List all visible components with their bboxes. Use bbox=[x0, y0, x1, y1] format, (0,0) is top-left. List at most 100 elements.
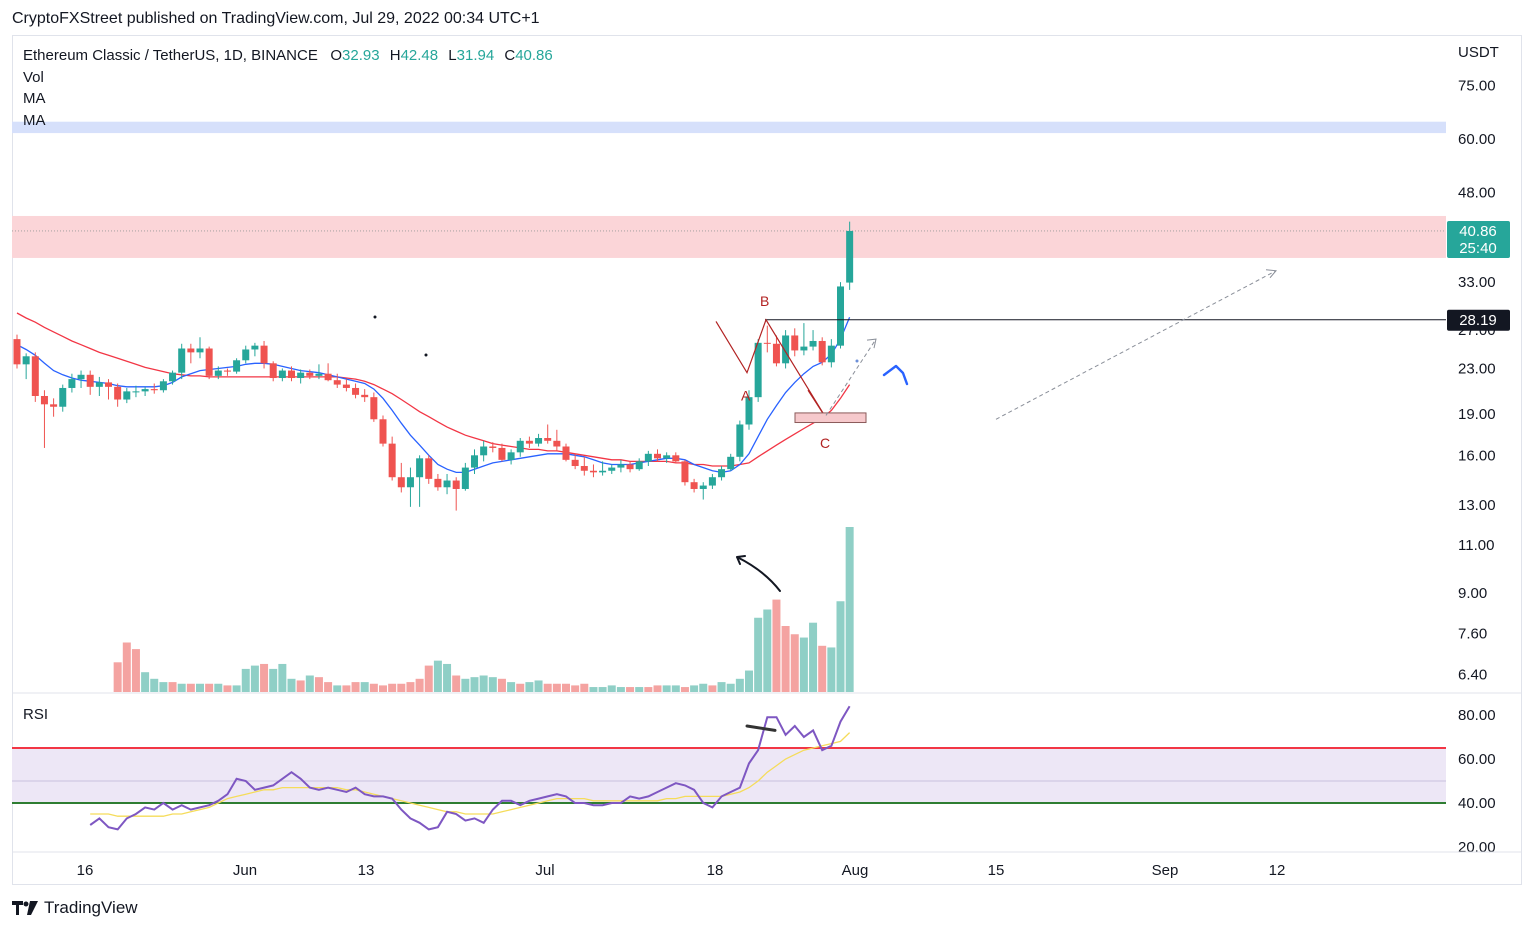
candle-body bbox=[571, 459, 579, 467]
candle-body bbox=[333, 380, 341, 385]
upper-supply-zone bbox=[12, 121, 1446, 134]
candle-body bbox=[260, 345, 268, 364]
candle-body bbox=[580, 466, 588, 471]
projection-long-arrow[interactable] bbox=[995, 270, 1277, 420]
candle-body bbox=[452, 480, 460, 489]
y-tick-label: 23.00 bbox=[1458, 360, 1496, 377]
volume-bar bbox=[543, 683, 552, 692]
candle-body bbox=[507, 452, 515, 460]
indicator-vol[interactable]: Vol bbox=[23, 68, 44, 86]
projection-short-arrow[interactable] bbox=[825, 338, 877, 416]
volume-bar bbox=[763, 609, 772, 692]
volume-bar bbox=[772, 599, 781, 692]
candle-body bbox=[672, 455, 680, 462]
candle-body bbox=[800, 346, 808, 351]
volume-bar bbox=[406, 682, 415, 692]
volume-bar bbox=[397, 683, 406, 692]
volume-bar bbox=[690, 685, 699, 692]
high-label: H bbox=[389, 47, 401, 64]
candle-body bbox=[77, 374, 85, 380]
tradingview-logo-icon bbox=[12, 901, 38, 915]
wave-label-b: B bbox=[760, 293, 769, 309]
rsi-tick-label: 80.00 bbox=[1458, 707, 1496, 724]
tradingview-footer[interactable]: TradingView bbox=[12, 898, 138, 918]
candle-body bbox=[663, 455, 671, 459]
volume-bar bbox=[415, 678, 424, 692]
candle-body bbox=[818, 340, 826, 363]
blue-caret-mark[interactable] bbox=[882, 364, 909, 386]
candle-body bbox=[827, 345, 835, 363]
abc-wave-path[interactable] bbox=[715, 318, 827, 419]
close-value: 40.86 bbox=[515, 47, 553, 64]
volume-bar bbox=[781, 626, 790, 692]
candle-body bbox=[562, 446, 570, 460]
x-tick-label: 13 bbox=[358, 862, 375, 879]
volume-bar bbox=[324, 682, 333, 692]
candle-body bbox=[86, 374, 94, 387]
candle-body bbox=[388, 443, 396, 478]
candle-body bbox=[635, 461, 643, 470]
candle-body bbox=[187, 348, 195, 353]
indicator-ma-slow[interactable]: MA bbox=[23, 111, 46, 129]
candle-body bbox=[489, 446, 497, 448]
open-value: 32.93 bbox=[342, 47, 380, 64]
volume-bar bbox=[708, 685, 717, 692]
volume-bar bbox=[113, 662, 122, 692]
volume-bar bbox=[433, 660, 442, 692]
candle-body bbox=[791, 335, 799, 351]
rsi-pane-label[interactable]: RSI bbox=[23, 706, 49, 723]
legend-symbol-row: Ethereum Classic / TetherUS, 1D, BINANCE… bbox=[23, 45, 559, 67]
volume-bar bbox=[488, 677, 497, 692]
close-label: C bbox=[504, 47, 516, 64]
candle-body bbox=[196, 348, 204, 353]
candle-body bbox=[681, 461, 689, 483]
bar-countdown: 25:40 bbox=[1459, 240, 1497, 257]
volume-bar bbox=[351, 682, 360, 692]
resistance-zone bbox=[12, 215, 1446, 258]
candle-body bbox=[342, 384, 350, 388]
volume-bar bbox=[424, 665, 433, 692]
volume-bar bbox=[671, 685, 680, 692]
hand-drawn-arrow[interactable] bbox=[736, 555, 781, 592]
candle-body bbox=[379, 419, 387, 444]
volume-bar bbox=[680, 687, 689, 692]
volume-bar bbox=[177, 683, 186, 692]
candle-body bbox=[141, 389, 149, 392]
volume-bar bbox=[159, 682, 168, 692]
volume-bar bbox=[360, 682, 369, 692]
y-tick-label: 19.00 bbox=[1458, 406, 1496, 423]
candle-body bbox=[699, 485, 707, 489]
candle-body bbox=[434, 478, 442, 488]
candle-body bbox=[251, 345, 259, 350]
candle-body bbox=[416, 458, 424, 478]
support-box[interactable] bbox=[794, 412, 867, 424]
ma-fast-line bbox=[16, 316, 851, 474]
y-tick-label: 6.40 bbox=[1458, 667, 1487, 684]
candle-body bbox=[40, 396, 48, 405]
volume-bar bbox=[333, 685, 342, 692]
rsi-divergence-line[interactable] bbox=[745, 724, 777, 732]
high-value: 42.48 bbox=[400, 47, 439, 64]
volume-bar bbox=[571, 685, 580, 692]
candle-body bbox=[837, 286, 844, 346]
volume-bar bbox=[269, 668, 278, 692]
volume-bar bbox=[470, 677, 479, 692]
volume-bar bbox=[662, 685, 671, 692]
indicator-ma-fast[interactable]: MA bbox=[23, 90, 46, 107]
volume-bar bbox=[287, 678, 296, 692]
volume-bar bbox=[534, 680, 543, 692]
candle-body bbox=[22, 356, 30, 365]
volume-bar bbox=[626, 687, 635, 692]
volume-bar bbox=[598, 687, 607, 692]
candle-body bbox=[727, 456, 735, 470]
volume-bar bbox=[735, 678, 744, 692]
ma-slow-line bbox=[16, 312, 851, 467]
volume-bar bbox=[131, 649, 140, 692]
rsi-tick-label: 40.00 bbox=[1458, 795, 1496, 812]
volume-bar bbox=[799, 637, 808, 692]
rsi-line bbox=[89, 705, 851, 831]
volume-bar bbox=[479, 675, 488, 692]
x-tick-label: 18 bbox=[707, 862, 724, 879]
symbol-name[interactable]: Ethereum Classic / TetherUS, 1D, BINANCE bbox=[23, 47, 318, 64]
